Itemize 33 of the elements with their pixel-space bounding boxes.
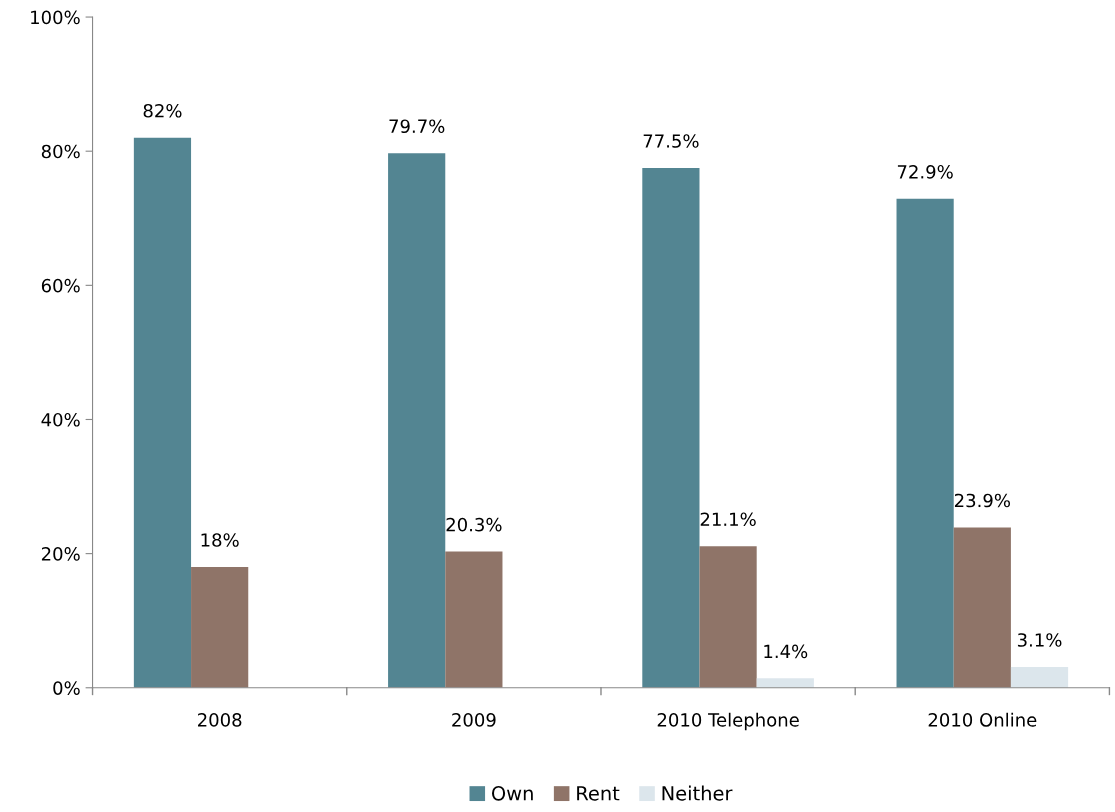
legend-label: Own bbox=[491, 785, 533, 801]
data-label: 77.5% bbox=[643, 134, 699, 148]
data-label: 23.9% bbox=[954, 493, 1010, 508]
data-label: 18% bbox=[201, 533, 239, 547]
y-tick-label: 20% bbox=[41, 547, 80, 561]
y-tick-label: 100% bbox=[31, 10, 80, 25]
x-tick-label: 2010 Telephone bbox=[657, 712, 799, 731]
y-tick-label: 40% bbox=[41, 412, 80, 427]
bar bbox=[699, 546, 757, 688]
x-tick-label: 2008 bbox=[198, 713, 242, 727]
y-tick-label: 0% bbox=[53, 681, 80, 695]
bar bbox=[445, 551, 503, 688]
data-label: 20.3% bbox=[446, 517, 502, 532]
bar bbox=[133, 137, 192, 688]
bar bbox=[642, 167, 700, 688]
bar bbox=[1010, 666, 1069, 688]
data-label: 79.7% bbox=[389, 119, 445, 134]
y-tick-label: 80% bbox=[41, 144, 80, 159]
legend-label: Rent bbox=[577, 786, 620, 801]
x-tick-label: 2009 bbox=[452, 713, 496, 727]
data-label: 1.4% bbox=[764, 644, 808, 659]
data-label: 21.1% bbox=[700, 512, 756, 527]
data-label: 3.1% bbox=[1017, 633, 1062, 647]
legend-label: Neither bbox=[662, 785, 733, 801]
bar bbox=[756, 678, 814, 688]
x-tick-label: 2010 Online bbox=[928, 712, 1037, 727]
bar bbox=[896, 198, 954, 688]
data-label: 72.9% bbox=[897, 164, 953, 179]
bar bbox=[191, 567, 249, 688]
data-label: 82% bbox=[143, 103, 182, 118]
bar bbox=[953, 527, 1011, 688]
bar bbox=[388, 153, 446, 688]
y-tick-label: 60% bbox=[41, 278, 80, 293]
